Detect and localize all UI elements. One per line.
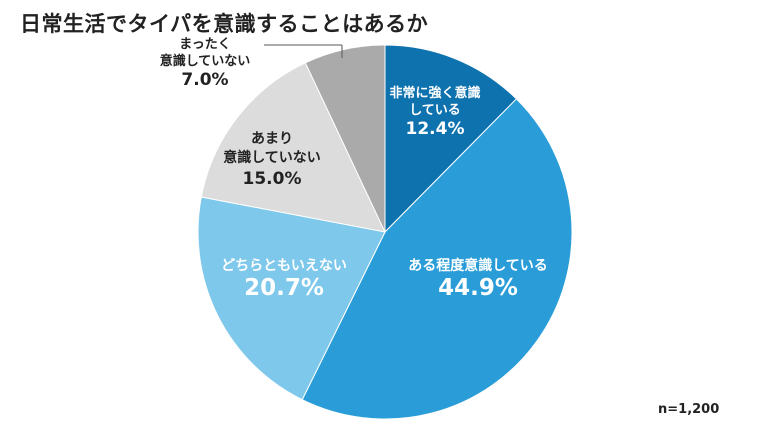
pie-slice-2 (301, 98, 573, 420)
slice-5-label-line-2: 意識していない (160, 53, 251, 69)
slice-1-label-line-2: している (409, 103, 461, 118)
pie-slices (197, 44, 573, 420)
slice-4-label-line-2: 意識していない (223, 149, 321, 166)
slice-4-value-label: 15.0% (243, 169, 302, 189)
slice-3-label-line-1: どちらともいえない (221, 258, 347, 274)
slice-2-value-label: 44.9% (438, 275, 518, 301)
slice-5-value-label: 7.0% (181, 70, 228, 90)
slice-5-label-line-1: まったく (179, 37, 230, 52)
sample-size-note: n=1,200 (658, 402, 720, 417)
pie-slice-4 (200, 62, 386, 233)
pie-slice-5 (304, 44, 386, 233)
pie-slice-3 (197, 196, 386, 401)
pie-slice-1 (384, 44, 518, 234)
slice-2-label-line-1: ある程度意識している (408, 257, 548, 274)
slice-4-label-line-1: あまり (251, 131, 293, 147)
slice-3-value-label: 20.7% (244, 275, 324, 301)
slice-1-value-label: 12.4% (406, 119, 465, 139)
slice-1-label-line-1: 非常に強く意識 (389, 85, 480, 101)
chart-title: 日常生活でタイパを意識することはあるか (20, 12, 429, 36)
